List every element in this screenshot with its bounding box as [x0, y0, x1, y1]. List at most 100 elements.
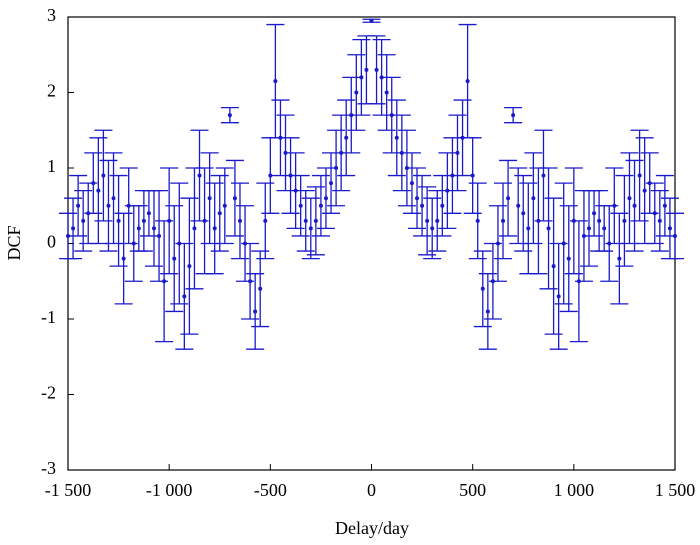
point [465, 79, 470, 84]
point [258, 286, 263, 291]
point [612, 203, 617, 208]
point [501, 218, 506, 223]
point [592, 211, 597, 216]
point [237, 218, 242, 223]
point [384, 90, 389, 95]
point [450, 173, 455, 178]
point [425, 218, 430, 223]
point [673, 233, 677, 238]
point [602, 226, 607, 231]
point [293, 188, 298, 193]
point [278, 135, 283, 140]
point [652, 211, 657, 216]
point [409, 181, 414, 186]
point [222, 203, 227, 208]
point [521, 211, 526, 216]
point [131, 241, 136, 246]
point [81, 218, 86, 223]
point [101, 173, 106, 178]
point [308, 226, 313, 231]
point [212, 226, 217, 231]
x-axis-label: Delay/day [335, 518, 409, 538]
point [637, 173, 642, 178]
point [167, 218, 172, 223]
point [581, 233, 586, 238]
point [323, 196, 328, 201]
y-tick-label: 0 [47, 232, 56, 252]
y-tick-label: -2 [41, 383, 56, 403]
point [470, 173, 475, 178]
point [96, 188, 101, 193]
point [506, 196, 511, 201]
point [480, 286, 485, 291]
point [303, 218, 308, 223]
point [415, 196, 420, 201]
point [202, 218, 207, 223]
point [71, 226, 76, 231]
point [283, 150, 288, 155]
x-tick-label: 0 [367, 480, 376, 500]
point [91, 181, 96, 186]
point [556, 294, 561, 299]
point [288, 173, 293, 178]
x-tick-label: 1 500 [655, 480, 696, 500]
point [359, 75, 364, 80]
point [541, 173, 546, 178]
point [667, 226, 672, 231]
point [197, 173, 202, 178]
point [263, 218, 268, 223]
point [516, 203, 521, 208]
point [157, 233, 162, 238]
point [329, 181, 334, 186]
point [622, 218, 627, 223]
point [334, 166, 339, 170]
point [106, 203, 111, 208]
point [399, 150, 404, 155]
point [313, 218, 318, 223]
point [364, 67, 369, 72]
point [561, 241, 566, 246]
point [151, 226, 156, 231]
x-tick-label: 1 000 [554, 480, 595, 500]
point [526, 226, 531, 231]
point [217, 211, 222, 216]
point [531, 196, 536, 201]
point [182, 294, 187, 299]
y-tick-label: -1 [41, 307, 56, 327]
point [632, 203, 637, 208]
point [627, 196, 632, 201]
point [475, 218, 480, 223]
point [227, 113, 232, 118]
point [318, 203, 323, 208]
point [389, 113, 394, 118]
point [66, 233, 70, 238]
point [141, 218, 146, 223]
point [430, 226, 435, 231]
point [298, 203, 303, 208]
point [344, 135, 349, 140]
point [404, 166, 409, 170]
y-tick-label: -3 [41, 458, 56, 478]
point [207, 196, 212, 201]
point [349, 113, 354, 118]
point [455, 150, 460, 155]
x-tick-label: -500 [254, 480, 287, 500]
point [642, 188, 647, 193]
y-tick-label: 3 [47, 5, 56, 25]
point [617, 256, 622, 261]
point [511, 113, 516, 118]
x-tick-label: -1 000 [146, 480, 193, 500]
point [495, 241, 500, 246]
point [172, 256, 177, 261]
point [379, 75, 384, 80]
x-tick-label: 500 [459, 480, 486, 500]
point [116, 218, 121, 223]
point [354, 90, 359, 95]
y-tick-label: 2 [47, 81, 56, 101]
point [248, 279, 253, 284]
y-axis-label: DCF [4, 225, 24, 260]
point [657, 218, 662, 223]
point [162, 279, 167, 284]
point [111, 196, 116, 201]
